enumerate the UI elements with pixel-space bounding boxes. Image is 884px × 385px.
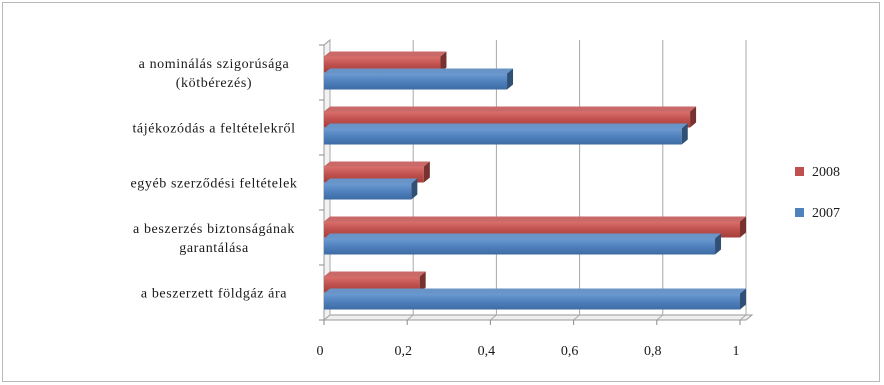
bar-top (324, 123, 688, 129)
category-label-line: a beszerzett földgáz ára (141, 287, 287, 302)
category-label: egyéb szerződési feltételek (130, 177, 297, 192)
bar-top (324, 161, 430, 167)
legend-item-2007: 2007 (795, 206, 840, 221)
bar-front (324, 293, 740, 310)
bar-top (324, 106, 697, 112)
bar-end (419, 271, 426, 293)
bar-2007-3 (324, 233, 722, 255)
category-label-line: egyéb szerződési feltételek (130, 177, 297, 192)
gridline-floor (323, 314, 331, 321)
x-tick-label: 0,6 (561, 344, 579, 359)
legend-label: 2008 (812, 165, 840, 180)
bar-end (411, 178, 418, 200)
category-label: a beszerzett földgáz ára (141, 287, 287, 302)
bar-end (740, 216, 746, 238)
category-label-line: a beszerzés biztonságának (133, 222, 295, 237)
bar-top (324, 68, 514, 74)
category-label-line: a nominálás szigorúsága (139, 57, 290, 72)
bar-end (715, 233, 722, 255)
gridline-floor (573, 314, 580, 321)
x-tick-label: 0 (317, 344, 324, 359)
x-tick-label: 0,8 (644, 344, 662, 359)
gridline-floor (406, 314, 414, 321)
category-label: tájékozódás a feltételekről (132, 122, 295, 137)
bar-front (324, 238, 716, 255)
bar-2007-4 (324, 288, 746, 310)
bar-top (324, 178, 418, 184)
bar-end (507, 68, 514, 90)
category-label-line: (kötbérezés) (176, 76, 252, 91)
category-label-line: garantálása (179, 241, 249, 256)
category-label-line: tájékozódás a feltételekről (132, 122, 295, 137)
bar-front (324, 128, 682, 145)
gridline-floor (490, 314, 497, 321)
x-tick-label: 0,2 (394, 344, 412, 359)
x-tick-labels: 0 0,2 0,4 0,6 0,8 1 (317, 344, 740, 359)
bars (324, 51, 746, 310)
legend-swatch (795, 167, 804, 176)
bar-end (440, 51, 447, 73)
bar-top (324, 233, 722, 239)
bar-2007-0 (324, 68, 514, 90)
bar-top (324, 288, 746, 294)
category-label: a beszerzés biztonságának garantálása (133, 222, 295, 256)
gridline-floor (739, 314, 747, 321)
bar-front (324, 73, 508, 90)
bar-end (423, 161, 430, 183)
bar-2007-2 (324, 178, 418, 200)
x-tick-label: 1 (733, 344, 740, 359)
bar-top (324, 51, 447, 57)
bar-end (681, 123, 688, 145)
category-labels: a nominálás szigorúsága (kötbérezés) tájék… (130, 57, 297, 302)
bar-top (324, 216, 746, 222)
category-label: a nominálás szigorúsága (kötbérezés) (139, 57, 290, 91)
legend: 2008 2007 (795, 165, 840, 221)
legend-label: 2007 (812, 206, 840, 221)
floor (322, 314, 754, 321)
bar-end (690, 106, 697, 128)
gridline-floor (656, 314, 664, 321)
bar-end (740, 288, 746, 310)
bar-2007-1 (324, 123, 688, 145)
bar-front (324, 183, 412, 200)
bar-top (324, 271, 426, 277)
legend-item-2008: 2008 (795, 165, 840, 180)
legend-swatch (795, 208, 804, 217)
x-tick-label: 0,4 (478, 344, 496, 359)
